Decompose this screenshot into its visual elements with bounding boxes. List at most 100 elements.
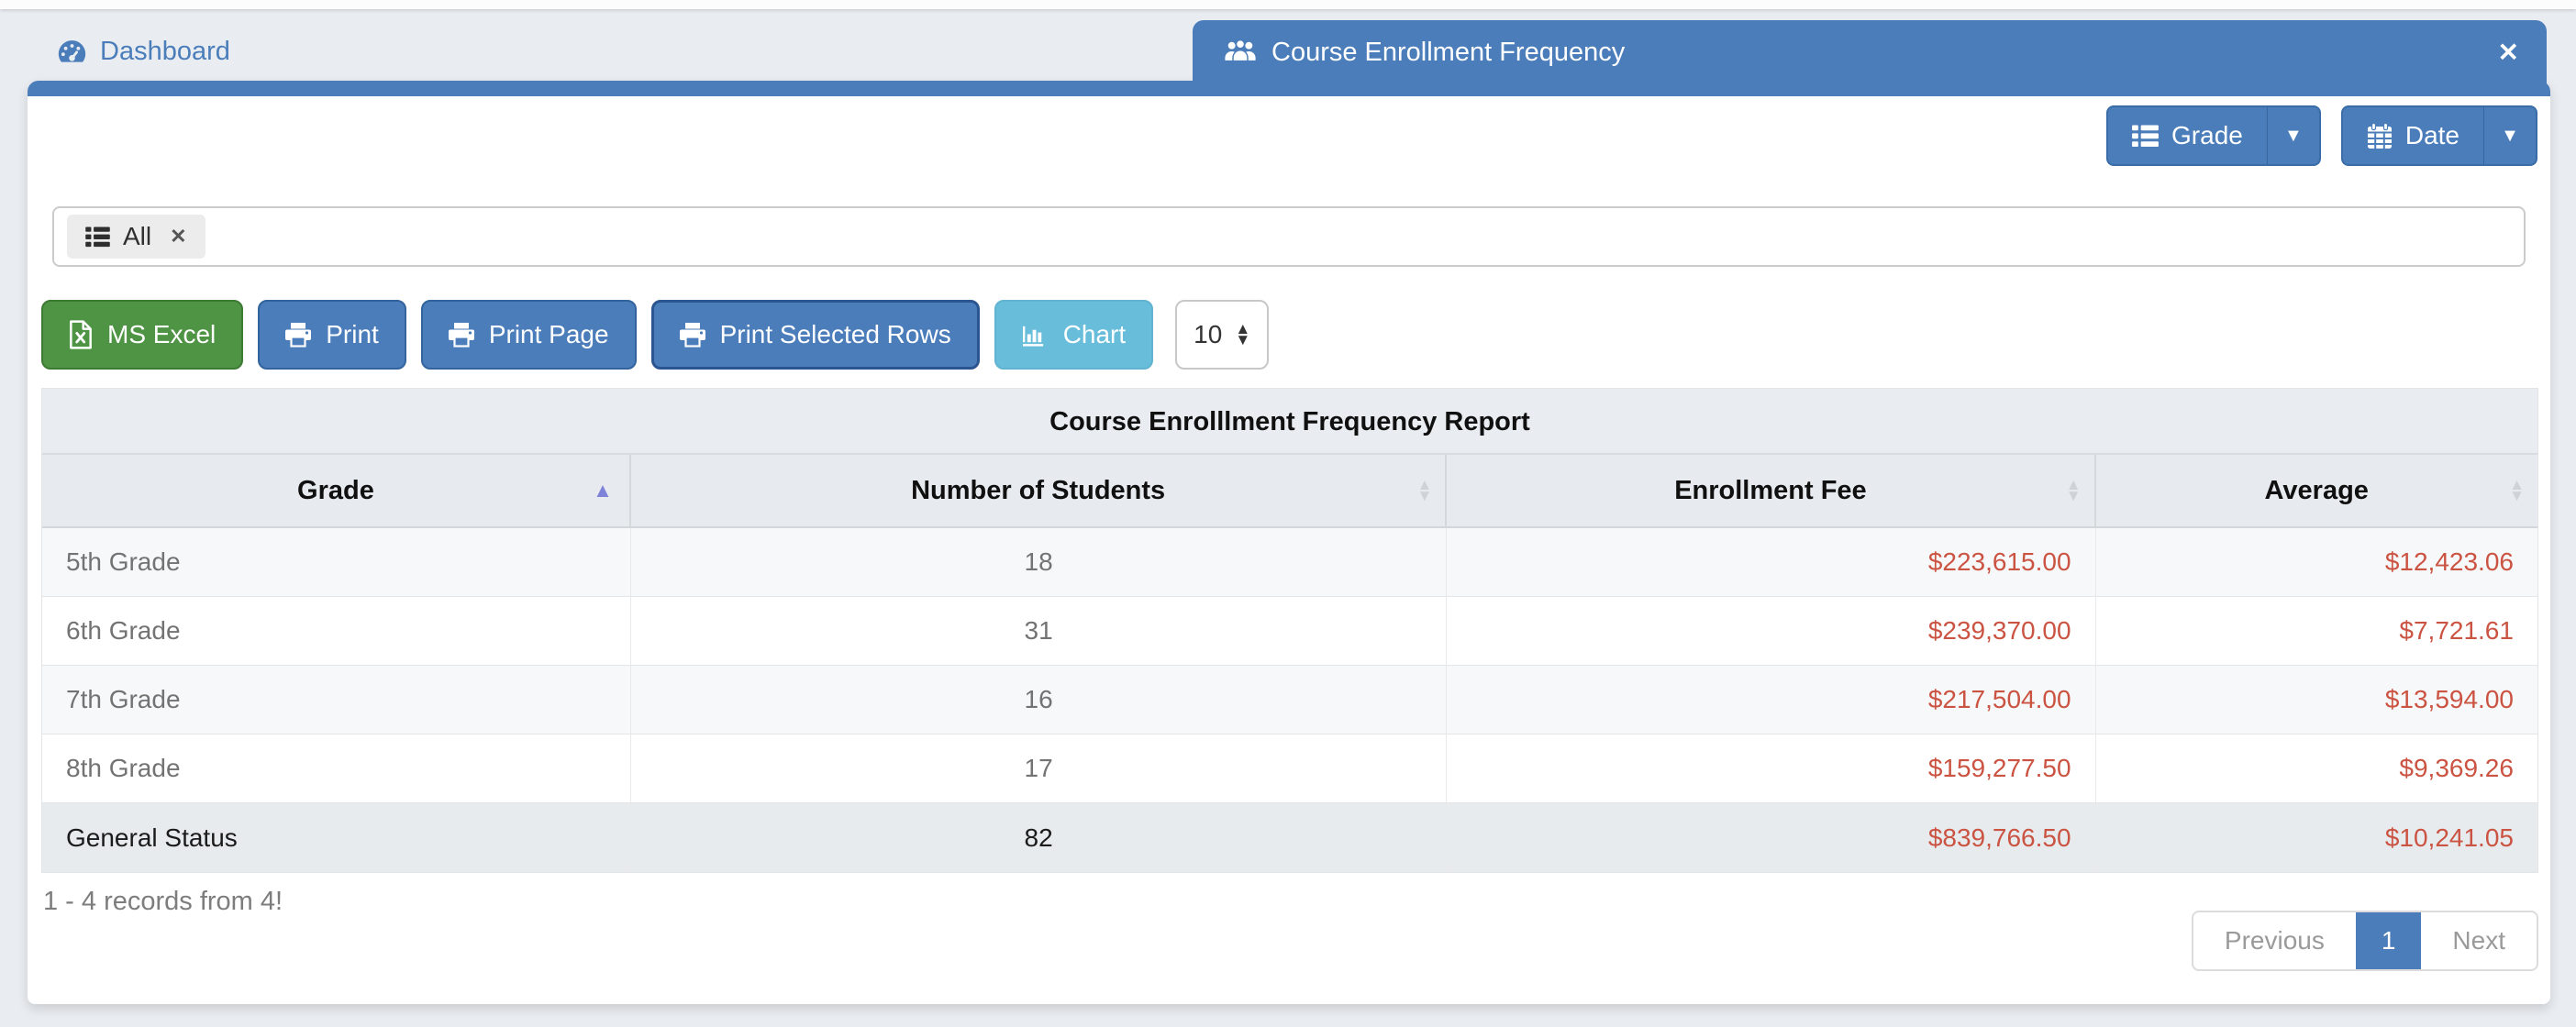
cell-fee: $839,766.50 [1447, 803, 2096, 872]
cell-students: 16 [631, 666, 1448, 734]
table-body: 5th Grade 18 $223,615.00 $12,423.06 6th Grad… [42, 528, 2537, 872]
list-icon [2132, 124, 2159, 148]
cell-students: 82 [631, 803, 1448, 872]
report-table: Course Enrolllment Frequency Report Grad… [41, 388, 2538, 873]
sort-down-icon: ▼ [1416, 487, 1433, 504]
pagination: Previous 1 Next [2191, 911, 2538, 971]
grade-button-main[interactable]: Grade [2106, 105, 2268, 166]
excel-file-icon [69, 320, 93, 349]
column-header-label: Number of Students [911, 475, 1166, 505]
grade-caret-button[interactable]: ▼ [2267, 105, 2321, 166]
spinner-down-icon[interactable]: ▼ [1235, 331, 1251, 348]
grade-dropdown-button[interactable]: Grade ▼ [2106, 105, 2321, 166]
previous-page-button[interactable]: Previous [2224, 926, 2325, 955]
cell-average: $13,594.00 [2384, 685, 2514, 713]
table-row[interactable]: 5th Grade 18 $223,615.00 $12,423.06 [42, 528, 2537, 597]
cell-students: 18 [631, 528, 1448, 596]
list-icon [85, 226, 110, 248]
column-header-label: Average [2264, 475, 2369, 505]
print-selected-rows-button[interactable]: Print Selected Rows [650, 300, 980, 370]
printer-icon [448, 322, 474, 348]
cell-average: $12,423.06 [2384, 547, 2514, 576]
ms-excel-button[interactable]: MS Excel [41, 300, 244, 370]
table-row[interactable]: 6th Grade 31 $239,370.00 $7,721.61 [42, 597, 2537, 666]
cell-average: $7,721.61 [2399, 616, 2514, 645]
sort-icon[interactable]: ▲ ▼ [2509, 476, 2525, 504]
table-row[interactable]: 7th Grade 16 $217,504.00 $13,594.00 [42, 666, 2537, 734]
cell-average: $9,369.26 [2399, 754, 2514, 782]
cell-fee: $159,277.50 [1447, 734, 2096, 802]
page-1-button[interactable]: 1 [2355, 912, 2422, 969]
content-panel: Grade ▼ [28, 81, 2550, 1004]
date-caret-button[interactable]: ▼ [2484, 105, 2537, 166]
sort-up-icon: ▲ [2065, 476, 2082, 494]
printer-icon [285, 322, 312, 348]
sort-up-icon: ▲ [1416, 476, 1433, 494]
table-row[interactable]: General Status 82 $839,766.50 $10,241.05 [42, 803, 2537, 872]
sort-up-icon: ▲ [2509, 476, 2525, 494]
print-label: Print [326, 320, 379, 348]
cell-students: 17 [631, 734, 1448, 802]
chevron-down-icon: ▼ [2283, 125, 2303, 146]
cell-grade: 6th Grade [42, 597, 631, 665]
chart-label: Chart [1062, 320, 1127, 348]
print-page-button[interactable]: Print Page [420, 300, 637, 370]
window-top-strip [0, 0, 2576, 9]
sort-icon[interactable]: ▲ ▼ [1416, 476, 1433, 504]
tab-bar: Dashboard Course Enrollment Frequency ✕ [0, 0, 2576, 87]
calendar-icon [2367, 122, 2393, 149]
grade-button-label: Grade [2171, 121, 2243, 149]
filter-chip-all[interactable]: All ✕ [67, 215, 205, 259]
report-title: Course Enrolllment Frequency Report [42, 389, 2537, 455]
date-button-main[interactable]: Date [2340, 105, 2484, 166]
column-header-average[interactable]: Average ▲ ▼ [2096, 455, 2537, 526]
table-row[interactable]: 8th Grade 17 $159,277.50 $9,369.26 [42, 734, 2537, 803]
column-header-label: Enrollment Fee [1674, 475, 1867, 505]
sort-down-icon: ▼ [2509, 487, 2525, 504]
spinner-up-icon[interactable]: ▲ [1235, 319, 1251, 337]
cell-fee: $239,370.00 [1447, 597, 2096, 665]
sort-down-icon: ▼ [2065, 487, 2082, 504]
records-info: 1 - 4 records from 4! [43, 887, 283, 916]
print-page-label: Print Page [488, 320, 609, 348]
tab-active-label: Course Enrollment Frequency [1271, 37, 1626, 67]
chart-button[interactable]: Chart [994, 300, 1154, 370]
printer-icon [679, 322, 705, 348]
tab-dashboard[interactable]: Dashboard [57, 31, 230, 72]
sort-icon[interactable]: ▲ ▼ [2065, 476, 2082, 504]
bar-chart-icon [1022, 323, 1049, 347]
users-icon [1224, 39, 1257, 65]
date-button-label: Date [2404, 121, 2459, 149]
cell-fee: $217,504.00 [1447, 666, 2096, 734]
page-size-spinner[interactable]: 10 ▲ ▼ [1175, 300, 1270, 370]
cell-students: 31 [631, 597, 1448, 665]
date-dropdown-button[interactable]: Date ▼ [2340, 105, 2537, 166]
close-tab-icon[interactable]: ✕ [2497, 38, 2519, 67]
cell-grade: 8th Grade [42, 734, 631, 802]
column-header-enrollment-fee[interactable]: Enrollment Fee ▲ ▼ [1447, 455, 2096, 526]
filter-chip-label: All [123, 222, 152, 250]
print-button[interactable]: Print [258, 300, 406, 370]
chevron-down-icon: ▼ [2501, 125, 2519, 146]
page-size-value: 10 [1194, 320, 1223, 348]
print-selected-rows-label: Print Selected Rows [719, 320, 951, 348]
tab-course-enrollment-frequency[interactable]: Course Enrollment Frequency ✕ [1193, 20, 2547, 84]
cell-grade: 5th Grade [42, 528, 631, 596]
applied-filters-bar[interactable]: All ✕ [52, 206, 2526, 267]
cell-average: $10,241.05 [2384, 823, 2514, 852]
cell-fee: $223,615.00 [1447, 528, 2096, 596]
next-page-button[interactable]: Next [2452, 926, 2505, 955]
table-actions-row: MS Excel Print [41, 300, 1270, 370]
sort-ascending-icon[interactable]: ▲ [593, 479, 613, 502]
spinner-arrows-icon[interactable]: ▲ ▼ [1235, 319, 1251, 348]
remove-filter-icon[interactable]: ✕ [170, 225, 187, 248]
column-header-number-of-students[interactable]: Number of Students ▲ ▼ [631, 455, 1448, 526]
cell-grade: 7th Grade [42, 666, 631, 734]
tab-dashboard-label: Dashboard [100, 36, 230, 66]
table-header-row: Grade ▲ Number of Students ▲ ▼ Enrollmen… [42, 455, 2537, 528]
column-header-label: Grade [297, 475, 374, 505]
column-header-grade[interactable]: Grade ▲ [42, 455, 631, 526]
dashboard-icon [57, 39, 87, 64]
filter-buttons-group: Grade ▼ [2106, 105, 2537, 166]
cell-grade: General Status [42, 803, 631, 872]
